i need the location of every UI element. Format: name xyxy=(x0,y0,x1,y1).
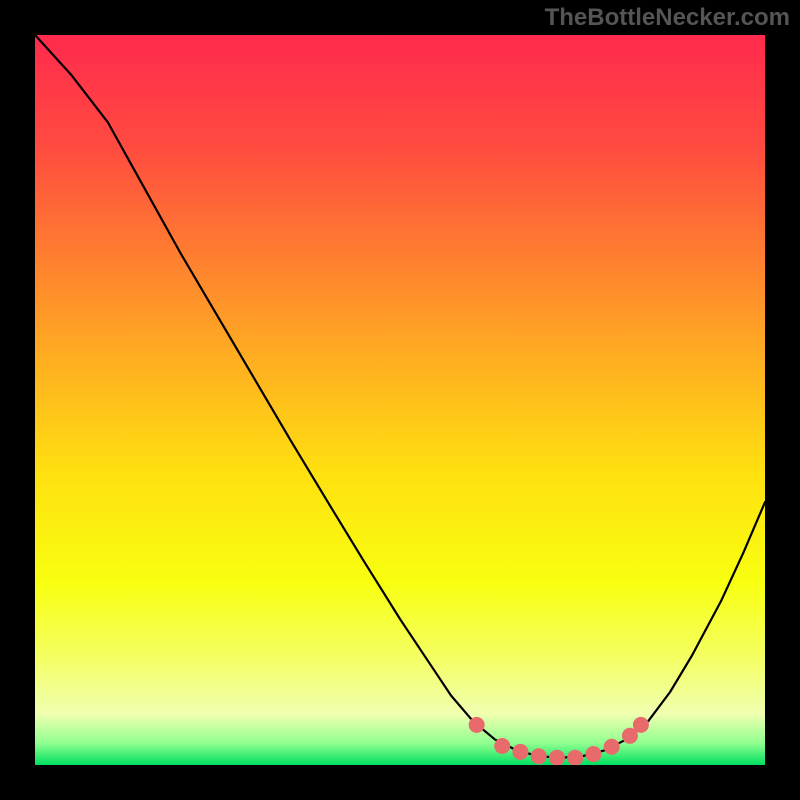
optimum-marker xyxy=(549,750,565,765)
optimum-marker xyxy=(567,750,583,765)
optimum-marker xyxy=(512,744,528,760)
optimum-marker xyxy=(469,717,485,733)
plot-background xyxy=(35,35,765,765)
optimum-marker xyxy=(585,746,601,762)
plot-svg xyxy=(35,35,765,765)
optimum-marker xyxy=(494,738,510,754)
optimum-marker xyxy=(531,748,547,764)
figure-canvas: TheBottleNecker.com xyxy=(0,0,800,800)
optimum-marker xyxy=(604,739,620,755)
watermark-text: TheBottleNecker.com xyxy=(545,4,790,32)
optimum-marker xyxy=(633,717,649,733)
plot-area xyxy=(35,35,765,765)
